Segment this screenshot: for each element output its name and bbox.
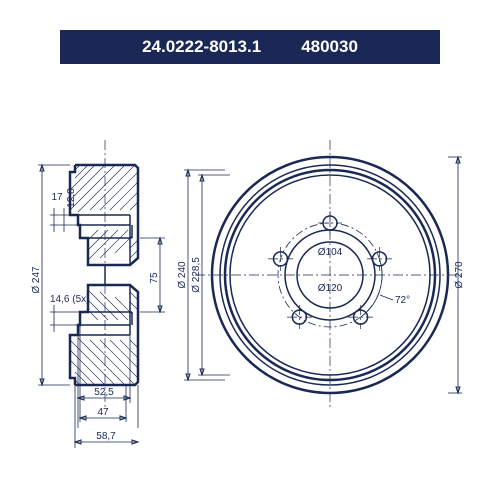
dim-hub-dia: 75: [149, 272, 160, 284]
dim-52-5: 52,5: [94, 387, 114, 398]
dim-270: Ø 270: [454, 261, 465, 289]
dim-12-8: 12,8: [66, 188, 77, 208]
title-bar: 24.0222-8013.1 480030: [60, 30, 440, 64]
dim-center-bore: Ø104: [318, 247, 343, 258]
dim-47: 47: [97, 407, 109, 418]
dim-angle: 72°: [395, 295, 410, 306]
section-view: Ø 247 17 12,8 14,6 (5x) 75: [31, 140, 165, 448]
dim-bolt-hole: 14,6 (5x): [50, 294, 89, 305]
dim-outer-dia: Ø 247: [31, 266, 42, 294]
dim-58-7: 58,7: [96, 431, 116, 442]
dim-240: Ø 240: [177, 261, 188, 289]
part-number: 24.0222-8013.1: [142, 37, 261, 57]
part-code: 480030: [301, 37, 358, 57]
technical-drawing: Ø 247 17 12,8 14,6 (5x) 75: [30, 70, 470, 470]
diagram-container: 24.0222-8013.1 480030: [0, 0, 500, 500]
front-view: Ø104 Ø120 72° Ø 228,5: [177, 140, 465, 410]
dim-bolt-circle: Ø120: [318, 283, 343, 294]
dim-17: 17: [51, 192, 63, 203]
dim-228: Ø 228,5: [191, 257, 202, 293]
